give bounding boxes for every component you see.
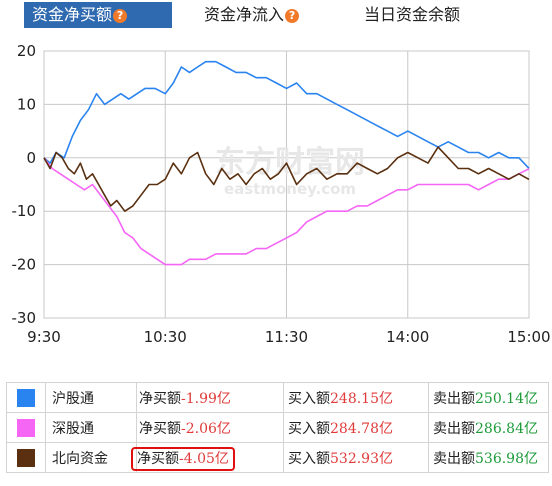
x-tick-label: 10:30 bbox=[144, 328, 187, 346]
x-axis-ticks: 9:30 10:30 11:30 14:00 15:00 bbox=[27, 328, 550, 346]
fund-flow-chart: 东方财富网 eastmoney.com 20 10 0 -10 -20 -30 9:30 1… bbox=[12, 42, 551, 346]
series-lines bbox=[43, 60, 530, 266]
net-value: -1.99亿 bbox=[181, 390, 231, 407]
net-label: 净买额 bbox=[139, 390, 181, 407]
table-row: 深股通 净买额-2.06亿 买入额284.78亿 卖出额286.84亿 bbox=[6, 412, 549, 443]
series-name: 深股通 bbox=[45, 412, 137, 443]
y-tick-label: -30 bbox=[12, 309, 37, 327]
buy-label: 买入额 bbox=[288, 420, 330, 437]
tab-net-inflow[interactable]: 资金净流入? bbox=[196, 2, 326, 28]
y-tick-label: 20 bbox=[17, 42, 36, 60]
tab-bar: 资金净买额? 资金净流入? 当日资金余额 bbox=[0, 0, 552, 30]
swatch-cell bbox=[6, 382, 46, 413]
buy-value: 532.93亿 bbox=[330, 450, 393, 467]
table-row: 沪股通 净买额-1.99亿 买入额248.15亿 卖出额250.14亿 bbox=[6, 382, 549, 413]
sell-label: 卖出额 bbox=[433, 450, 475, 467]
help-icon[interactable]: ? bbox=[285, 9, 300, 23]
x-tick-label: 9:30 bbox=[27, 328, 61, 346]
buy-cell: 买入额532.93亿 bbox=[283, 442, 429, 473]
summary-table: 沪股通 净买额-1.99亿 买入额248.15亿 卖出额250.14亿 深股通 净买额-2… bbox=[6, 382, 549, 473]
highlight-box: 净买额-4.05亿 bbox=[131, 446, 235, 471]
x-tick-label: 11:30 bbox=[265, 328, 308, 346]
buy-cell: 买入额284.78亿 bbox=[283, 412, 429, 443]
sell-value: 250.14亿 bbox=[475, 390, 538, 407]
swatch-cell bbox=[6, 412, 46, 443]
buy-label: 买入额 bbox=[288, 450, 330, 467]
y-tick-label: 0 bbox=[26, 149, 36, 167]
y-tick-label: -20 bbox=[12, 256, 37, 274]
series-swatch bbox=[17, 418, 35, 437]
y-axis-ticks: 20 10 0 -10 -20 -30 bbox=[12, 42, 37, 327]
table-row: 北向资金 净买额-4.05亿 买入额532.93亿 卖出额536.98亿 bbox=[6, 442, 549, 473]
net-value: -2.06亿 bbox=[181, 420, 231, 437]
x-tick-label: 14:00 bbox=[386, 328, 429, 346]
net-cell: 净买额-2.06亿 bbox=[136, 412, 284, 443]
net-cell: 净买额-1.99亿 bbox=[136, 382, 284, 413]
sell-cell: 卖出额250.14亿 bbox=[428, 382, 549, 413]
net-value: -4.05亿 bbox=[179, 450, 229, 467]
tab-daily-balance[interactable]: 当日资金余额 bbox=[356, 2, 486, 28]
sell-label: 卖出额 bbox=[433, 390, 475, 407]
sell-label: 卖出额 bbox=[433, 420, 475, 437]
sell-value: 286.84亿 bbox=[475, 420, 538, 437]
tab-net-buy[interactable]: 资金净买额? bbox=[24, 2, 172, 28]
series-swatch bbox=[17, 388, 35, 407]
y-tick-label: 10 bbox=[17, 95, 36, 113]
buy-value: 248.15亿 bbox=[330, 390, 393, 407]
series-line-0 bbox=[43, 60, 530, 169]
series-swatch bbox=[17, 448, 35, 467]
net-wrap: 净买额-2.06亿 bbox=[139, 421, 231, 437]
net-wrap: 净买额-1.99亿 bbox=[139, 391, 231, 407]
series-line-1 bbox=[43, 157, 530, 266]
tab-net-buy-label: 资金净买额 bbox=[32, 5, 113, 24]
sell-cell: 卖出额536.98亿 bbox=[428, 442, 549, 473]
series-name: 沪股通 bbox=[45, 382, 137, 413]
swatch-cell bbox=[6, 442, 46, 473]
help-icon[interactable]: ? bbox=[113, 9, 128, 23]
series-name: 北向资金 bbox=[45, 442, 137, 473]
watermark: 东方财富网 eastmoney.com bbox=[215, 145, 365, 198]
net-label: 净买额 bbox=[139, 420, 181, 437]
watermark-en: eastmoney.com bbox=[224, 180, 356, 198]
net-cell: 净买额-4.05亿 bbox=[131, 442, 284, 473]
sell-value: 536.98亿 bbox=[475, 450, 538, 467]
x-tick-label: 15:00 bbox=[507, 328, 550, 346]
tab-net-inflow-label: 资金净流入 bbox=[204, 5, 285, 24]
buy-value: 284.78亿 bbox=[330, 420, 393, 437]
buy-cell: 买入额248.15亿 bbox=[283, 382, 429, 413]
y-tick-label: -10 bbox=[12, 202, 37, 220]
tab-daily-balance-label: 当日资金余额 bbox=[364, 5, 461, 24]
buy-label: 买入额 bbox=[288, 390, 330, 407]
sell-cell: 卖出额286.84亿 bbox=[428, 412, 549, 443]
net-label: 净买额 bbox=[137, 450, 179, 467]
series-line-2 bbox=[43, 146, 530, 212]
